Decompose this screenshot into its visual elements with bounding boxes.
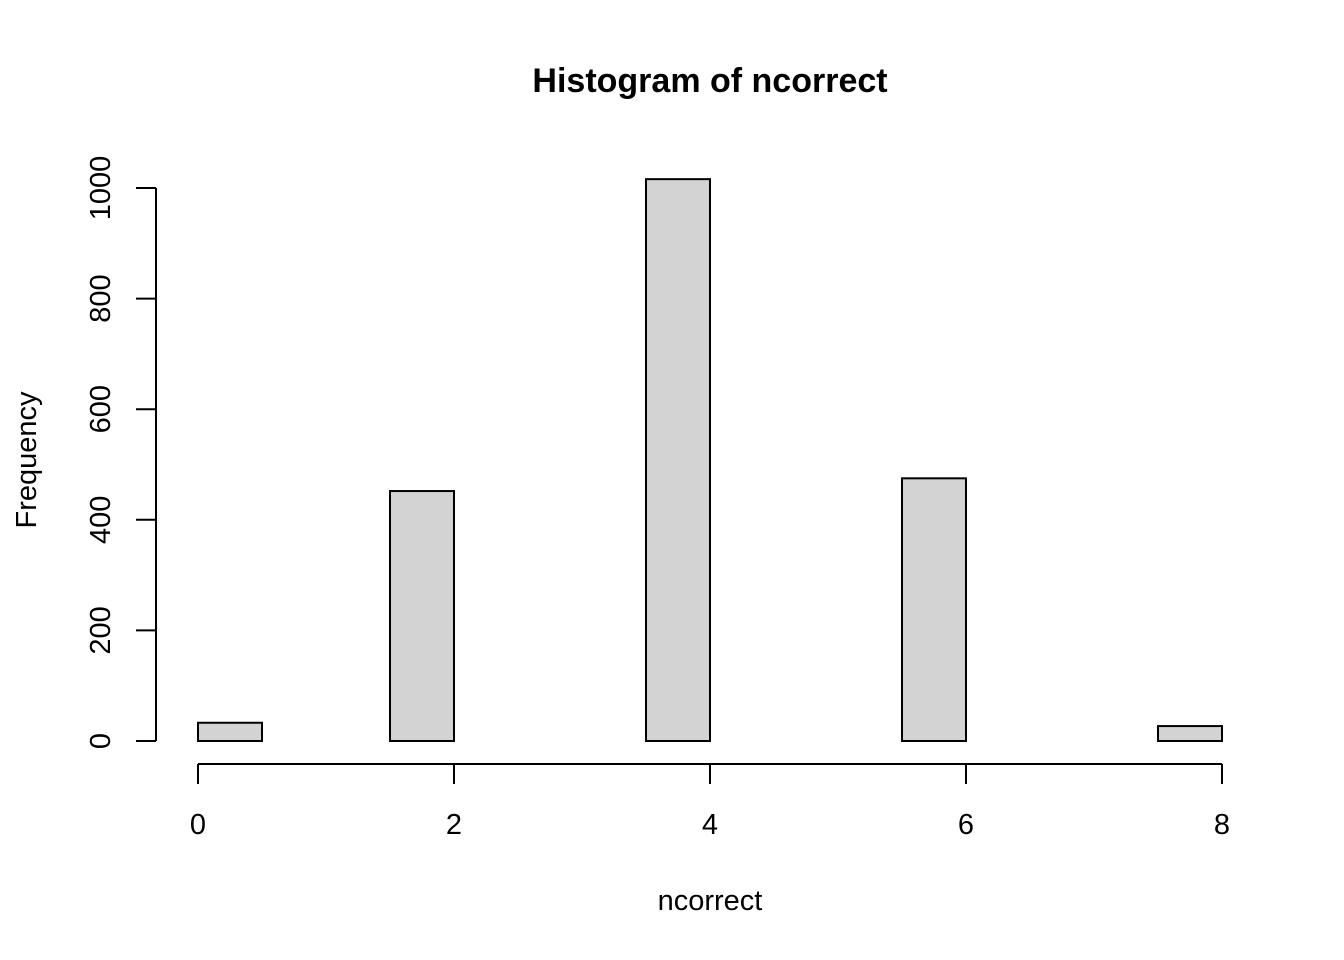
x-tick-label-4: 4	[702, 809, 718, 841]
y-axis-label: Frequency	[11, 391, 43, 529]
y-tick-label-0: 0	[85, 733, 117, 749]
histogram-bar-11	[901, 477, 967, 742]
y-axis: 0 200 400 600 800 1000	[85, 156, 157, 749]
histogram-bar-7	[645, 178, 711, 743]
x-tick-label-8: 8	[1214, 809, 1230, 841]
y-tick-label-600: 600	[85, 385, 117, 433]
y-tick-label-800: 800	[85, 274, 117, 322]
x-axis: 0 2 4 6 8	[190, 763, 1230, 841]
x-tick-label-6: 6	[958, 809, 974, 841]
x-tick-label-0: 0	[190, 809, 206, 841]
histogram-bar-0	[197, 721, 263, 742]
histogram-bar-3	[389, 490, 455, 742]
bars-layer	[197, 178, 1223, 743]
y-tick-label-200: 200	[85, 606, 117, 654]
x-axis-label: ncorrect	[658, 885, 763, 917]
chart-title: Histogram of ncorrect	[532, 62, 887, 100]
y-tick-label-400: 400	[85, 496, 117, 544]
x-tick-label-2: 2	[446, 809, 462, 841]
y-tick-label-1000: 1000	[85, 156, 117, 221]
histogram-bar-15	[1157, 725, 1223, 742]
